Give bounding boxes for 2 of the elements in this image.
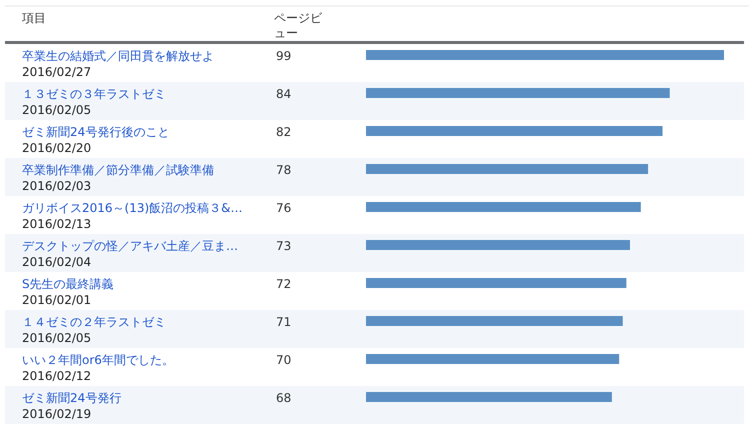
xlabel: ページビュー (274, 11, 322, 40)
ylabel: 項目 (22, 11, 46, 25)
